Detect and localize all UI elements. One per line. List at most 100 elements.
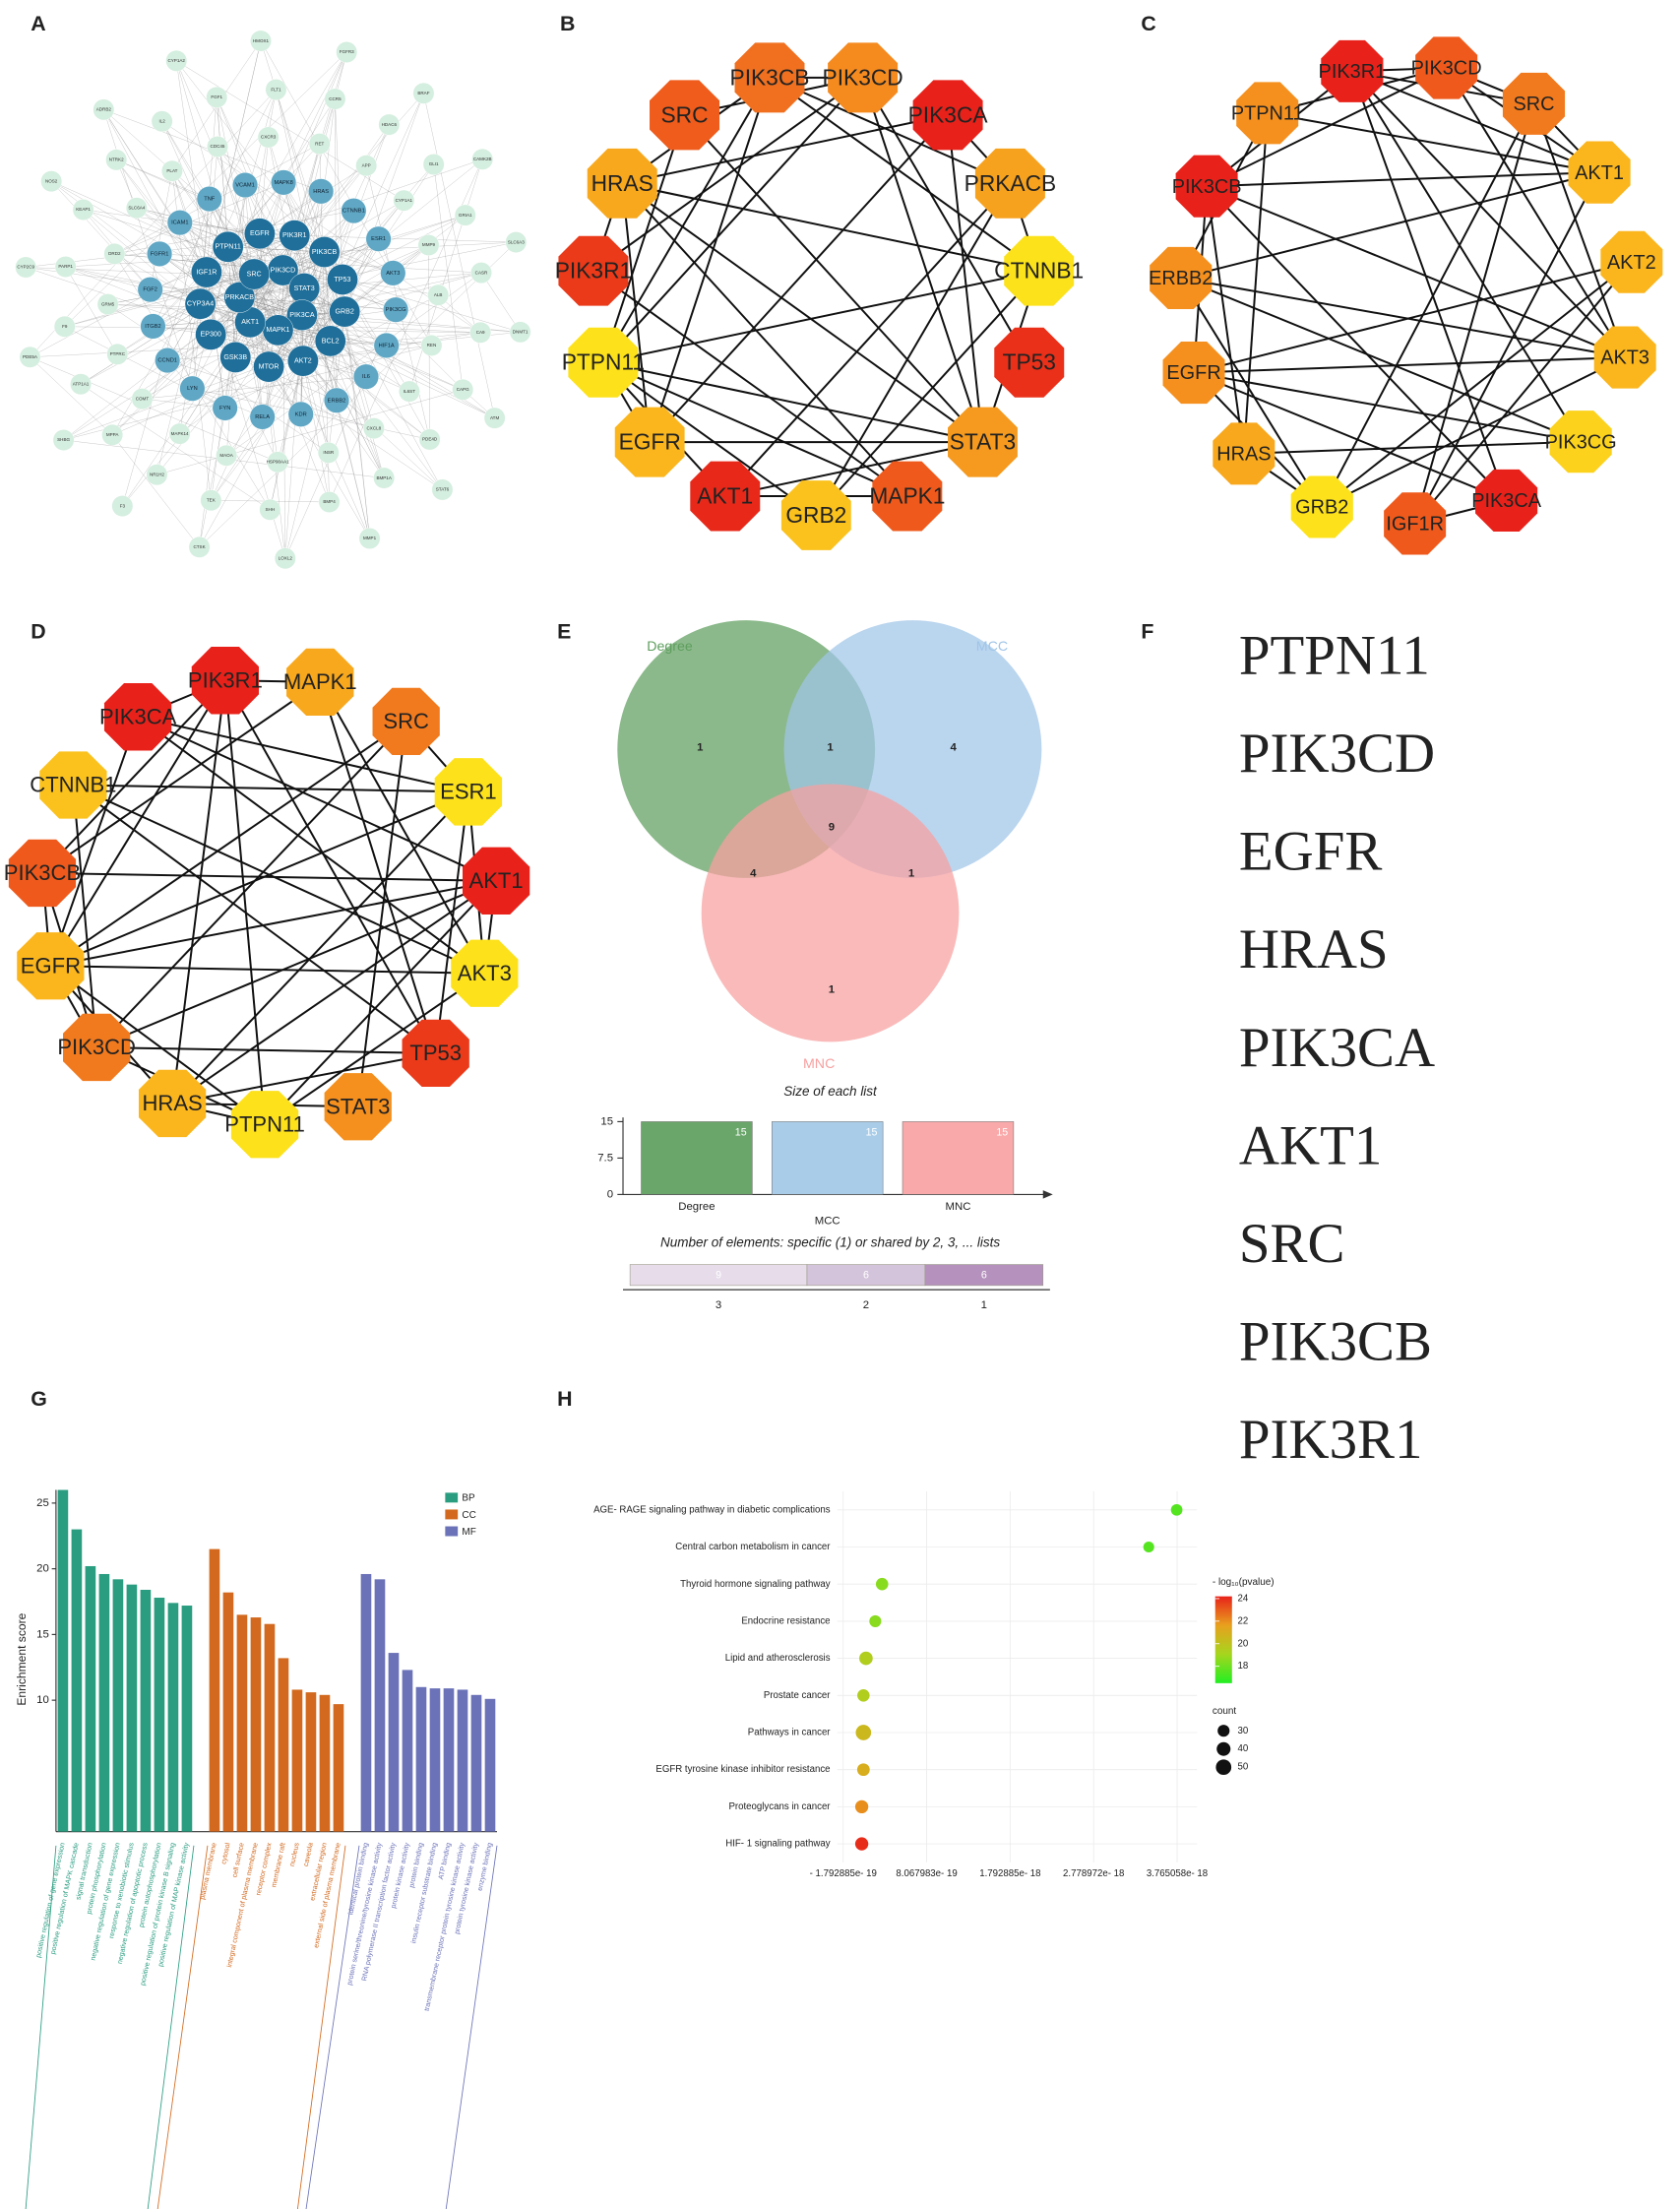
- edge: [815, 270, 1040, 517]
- bar: [57, 1489, 69, 1832]
- edge: [1351, 70, 1600, 174]
- edge: [206, 184, 246, 273]
- set-label: MNC: [803, 1056, 835, 1072]
- node-label: KDR: [295, 411, 307, 417]
- color-tick-label: 22: [1237, 1615, 1248, 1626]
- node: [253, 350, 284, 383]
- node-label: PIK3R1: [1319, 61, 1387, 83]
- node-label: PTPN11: [224, 1111, 305, 1136]
- venn-count: 4: [951, 742, 958, 754]
- node: [250, 30, 272, 52]
- legend-title: - log₁₀(pvalue): [1213, 1577, 1275, 1588]
- node-label: NOS2: [45, 178, 58, 183]
- node-label: MMP9: [422, 242, 436, 247]
- node: [138, 1069, 207, 1138]
- node: [151, 110, 173, 133]
- node-label: PIK3CD: [1411, 58, 1482, 80]
- node-label: TNF: [204, 197, 216, 203]
- node: [1321, 39, 1384, 102]
- node: [690, 461, 761, 532]
- node-label: PIK3R1: [555, 258, 632, 284]
- node-label: ALB: [434, 292, 443, 297]
- node: [1150, 246, 1213, 309]
- value-label: 15: [866, 1127, 878, 1139]
- node-label: LYN: [187, 386, 198, 392]
- edge: [433, 163, 464, 390]
- edge: [217, 96, 228, 247]
- y-tick-label: 7.5: [597, 1152, 613, 1164]
- edge: [254, 274, 387, 347]
- edge: [344, 272, 482, 312]
- node: [146, 464, 168, 486]
- edge: [302, 93, 424, 361]
- bar: [71, 1529, 83, 1832]
- node-label: INSR: [323, 450, 335, 455]
- node-label: CYP1A1: [396, 198, 413, 203]
- gene-name: SRC: [1239, 1213, 1345, 1275]
- node-label: ICAM1: [171, 221, 188, 226]
- edge: [356, 721, 407, 1107]
- node-label: GRB2: [1295, 497, 1348, 519]
- y-tick-label: 15: [36, 1628, 49, 1640]
- edge: [95, 721, 407, 1048]
- node-label: ERBB2: [1149, 268, 1213, 289]
- node: [244, 218, 276, 250]
- node: [355, 155, 378, 177]
- node-label: NR1H2: [150, 472, 164, 476]
- x-tick-label: 8.067983e- 19: [896, 1868, 957, 1879]
- node-label: VCAM1: [235, 183, 255, 189]
- bar: [167, 1603, 179, 1832]
- node-label: AKT2: [294, 356, 312, 364]
- node-label: HSP90AA1: [267, 460, 289, 465]
- edge: [30, 356, 279, 463]
- node: [72, 199, 94, 221]
- set-label: MCC: [976, 639, 1008, 655]
- node: [125, 197, 148, 220]
- node-label: HRAS: [591, 170, 653, 196]
- node-label: STAT3: [950, 429, 1016, 455]
- panel-letter: H: [557, 1387, 572, 1411]
- edge: [294, 235, 329, 453]
- edge: [270, 360, 304, 510]
- bar: [250, 1617, 262, 1832]
- node: [362, 417, 385, 439]
- node-label: DNMT1: [513, 330, 529, 335]
- edge: [235, 356, 338, 401]
- node: [872, 461, 943, 532]
- edge: [30, 89, 277, 357]
- edge: [235, 251, 325, 358]
- node-label: ERBB2: [328, 398, 346, 404]
- edge: [342, 279, 521, 333]
- node: [418, 428, 441, 451]
- node: [53, 315, 76, 338]
- y-tick-label: 15: [600, 1115, 613, 1127]
- edge: [176, 60, 304, 361]
- node-label: TP53: [334, 276, 350, 284]
- edge: [50, 965, 485, 975]
- node-label: SHBG: [57, 437, 70, 442]
- edge: [319, 681, 486, 975]
- edge: [260, 40, 432, 347]
- node-label: AKT1: [469, 868, 524, 893]
- node: [483, 407, 506, 429]
- node-label: KEAP1: [76, 207, 91, 212]
- y-tick-label: Central carbon metabolism in cancer: [675, 1542, 831, 1552]
- node-label: MAPK1: [266, 326, 289, 334]
- edge: [1179, 277, 1324, 508]
- panel-letter: E: [557, 620, 571, 644]
- x-tick-label: 2: [863, 1299, 869, 1311]
- node: [509, 321, 531, 344]
- legend-swatch: [445, 1509, 459, 1520]
- node-label: MAPK1: [869, 482, 945, 508]
- node-label: MTOR: [259, 362, 280, 370]
- node: [196, 186, 222, 213]
- node-label: CYP1A2: [167, 58, 185, 63]
- edge: [386, 332, 521, 347]
- edge: [49, 721, 407, 968]
- edge: [239, 238, 379, 298]
- node: [417, 234, 440, 256]
- node: [393, 189, 415, 212]
- venn-count: 1: [697, 742, 704, 754]
- edge: [621, 183, 652, 443]
